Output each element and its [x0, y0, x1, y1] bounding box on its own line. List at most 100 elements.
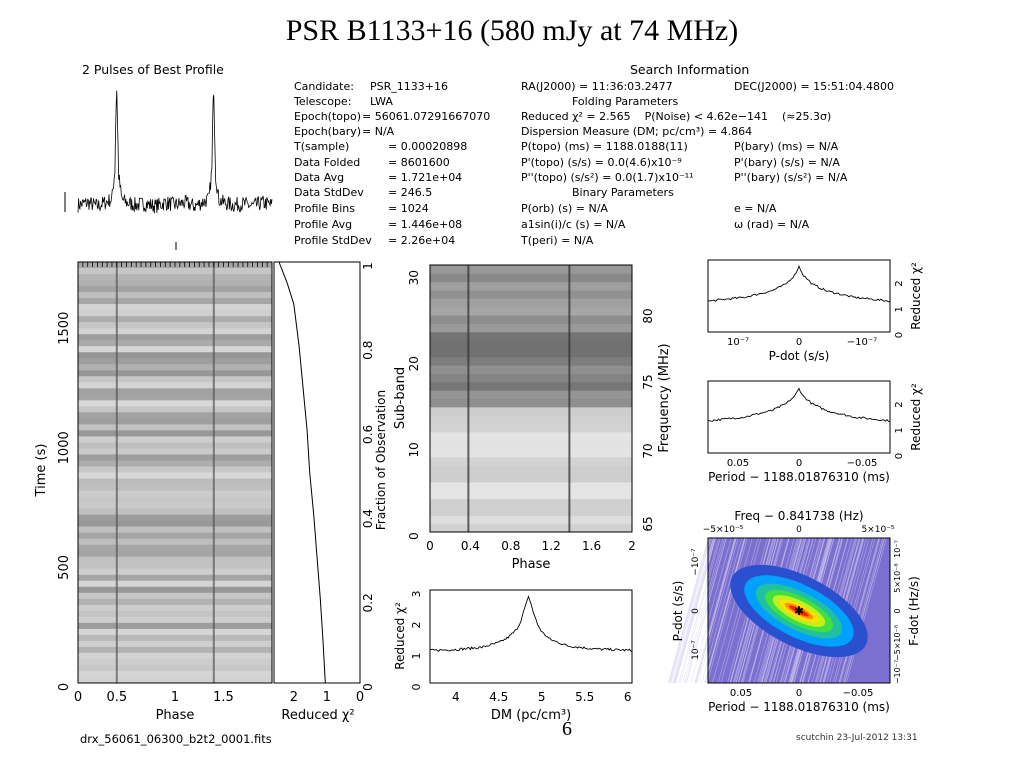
dm-xtick: 4.5: [489, 690, 508, 704]
ppdot-texture: [705, 537, 746, 684]
ppdot-x2tick: −5×10⁻⁵: [703, 525, 744, 535]
time-phase-row: [78, 670, 272, 678]
period-chi-ytick: 1: [894, 427, 905, 433]
subband-y2label: Frequency (MHz): [657, 343, 672, 452]
time-phase-row: [78, 304, 272, 311]
period-chi-frame: [707, 380, 891, 454]
subband-row: [430, 523, 632, 533]
ppdot-texture: [844, 537, 886, 684]
ppdot-texture: [694, 537, 736, 684]
ppdot-y2tick: 5×10⁻⁸: [893, 563, 902, 592]
pdot-chi-xtick: 0: [796, 337, 802, 348]
chi-fraction-ytick: 0: [361, 683, 375, 691]
chi-fraction-xtick: 0: [356, 690, 364, 705]
time-phase-xtick: 1.5: [213, 690, 234, 705]
ppdot-texture: [838, 537, 880, 684]
time-phase-row: [78, 352, 272, 359]
subband-row: [430, 273, 632, 283]
ppdot-texture: [684, 537, 725, 684]
slide-title: PSR B1133+16 (580 mJy at 74 MHz): [285, 14, 739, 47]
ppdot-xtick: 0.05: [730, 688, 752, 699]
subband-row: [430, 315, 632, 324]
time-phase-row: [78, 430, 272, 437]
time-phase-row: [78, 556, 272, 564]
ppdot-texture: [843, 537, 885, 684]
time-phase-row: [78, 358, 272, 365]
time-phase-row: [78, 526, 272, 534]
time-phase-row: [78, 562, 272, 570]
subband-row: [430, 465, 632, 475]
time-phase-row: [78, 538, 272, 546]
subband-row: [430, 398, 632, 408]
time-phase-row: [78, 658, 272, 666]
time-phase-row: [78, 280, 272, 287]
time-phase-row: [78, 328, 272, 335]
dm-xlabel: DM (pc/cm³): [491, 708, 571, 723]
time-phase-row: [78, 298, 272, 305]
pdot-chi-ytick: 1: [894, 306, 905, 312]
time-phase-row: [78, 340, 272, 347]
ppdot-texture: [717, 537, 759, 684]
period-chi-ytick: 2: [894, 401, 905, 407]
chi-fraction-frame: [273, 261, 361, 684]
time-phase-row: [78, 310, 272, 317]
subband-y2tick: 80: [641, 308, 655, 323]
dm-xtick: 4: [452, 690, 460, 704]
ppdot-texture: [673, 537, 714, 684]
period-chi-xtick: −0.05: [847, 458, 878, 469]
time-phase-row: [78, 376, 272, 383]
time-phase-row: [78, 634, 272, 642]
time-phase-row: [78, 610, 272, 618]
time-phase-row: [78, 268, 272, 275]
subband-row: [430, 456, 632, 466]
subband-row: [430, 481, 632, 491]
time-phase-ytick: 500: [57, 555, 72, 580]
dm-xtick: 6: [624, 690, 632, 704]
chi-fraction-ytick: 0.8: [361, 341, 375, 360]
subband-y2tick: 70: [641, 443, 655, 458]
time-phase-row: [78, 448, 272, 455]
ppdot-texture: [720, 537, 762, 684]
chi-fraction-ytick: 0.4: [361, 509, 375, 528]
ppdot-texture: [678, 537, 720, 684]
subband-row: [430, 473, 632, 483]
ppdot-texture: [706, 537, 748, 684]
dm-xtick: 5: [538, 690, 546, 704]
time-phase-row: [78, 628, 272, 636]
subband-row: [430, 406, 632, 416]
time-phase-row: [78, 418, 272, 425]
time-phase-xlabel: Phase: [156, 708, 195, 723]
pulse-profile-line: [77, 90, 273, 214]
ppdot-xtick: −0.05: [843, 688, 874, 699]
time-phase-row: [78, 400, 272, 407]
time-phase-row: [78, 580, 272, 588]
time-phase-row: [78, 316, 272, 323]
time-phase-row: [78, 292, 272, 299]
pdot-chi-frame: [707, 259, 891, 333]
subband-row: [430, 331, 632, 341]
time-phase-ylabel: Time (s): [34, 444, 49, 498]
time-phase-row: [78, 346, 272, 353]
time-phase-row: [78, 550, 272, 558]
dm-ytick: 2: [410, 622, 423, 629]
subband-row: [430, 265, 632, 274]
ppdot-texture: [839, 537, 881, 684]
subband-row: [430, 390, 632, 399]
subband-row: [430, 498, 632, 508]
ppdot-texture: [690, 537, 732, 684]
pdot-chi-ylabel: Reduced χ²: [909, 262, 923, 330]
ppdot-texture: [697, 537, 739, 684]
subband-ytick: 10: [407, 442, 421, 457]
time-phase-row: [78, 496, 272, 504]
period-chi-xlabel: Period − 1188.01876310 (ms): [708, 470, 890, 484]
subband-row: [430, 423, 632, 433]
ppdot-contour-level: [789, 605, 809, 617]
dm-ytick: 0: [410, 684, 423, 691]
subband-y2tick: 65: [641, 516, 655, 531]
time-phase-row: [78, 568, 272, 576]
period-chi-ylabel: Reduced χ²: [909, 383, 923, 451]
subband-row: [430, 431, 632, 441]
period-chi-ytick: 0: [894, 453, 905, 459]
time-phase-row: [78, 472, 272, 480]
time-phase-row: [78, 412, 272, 419]
